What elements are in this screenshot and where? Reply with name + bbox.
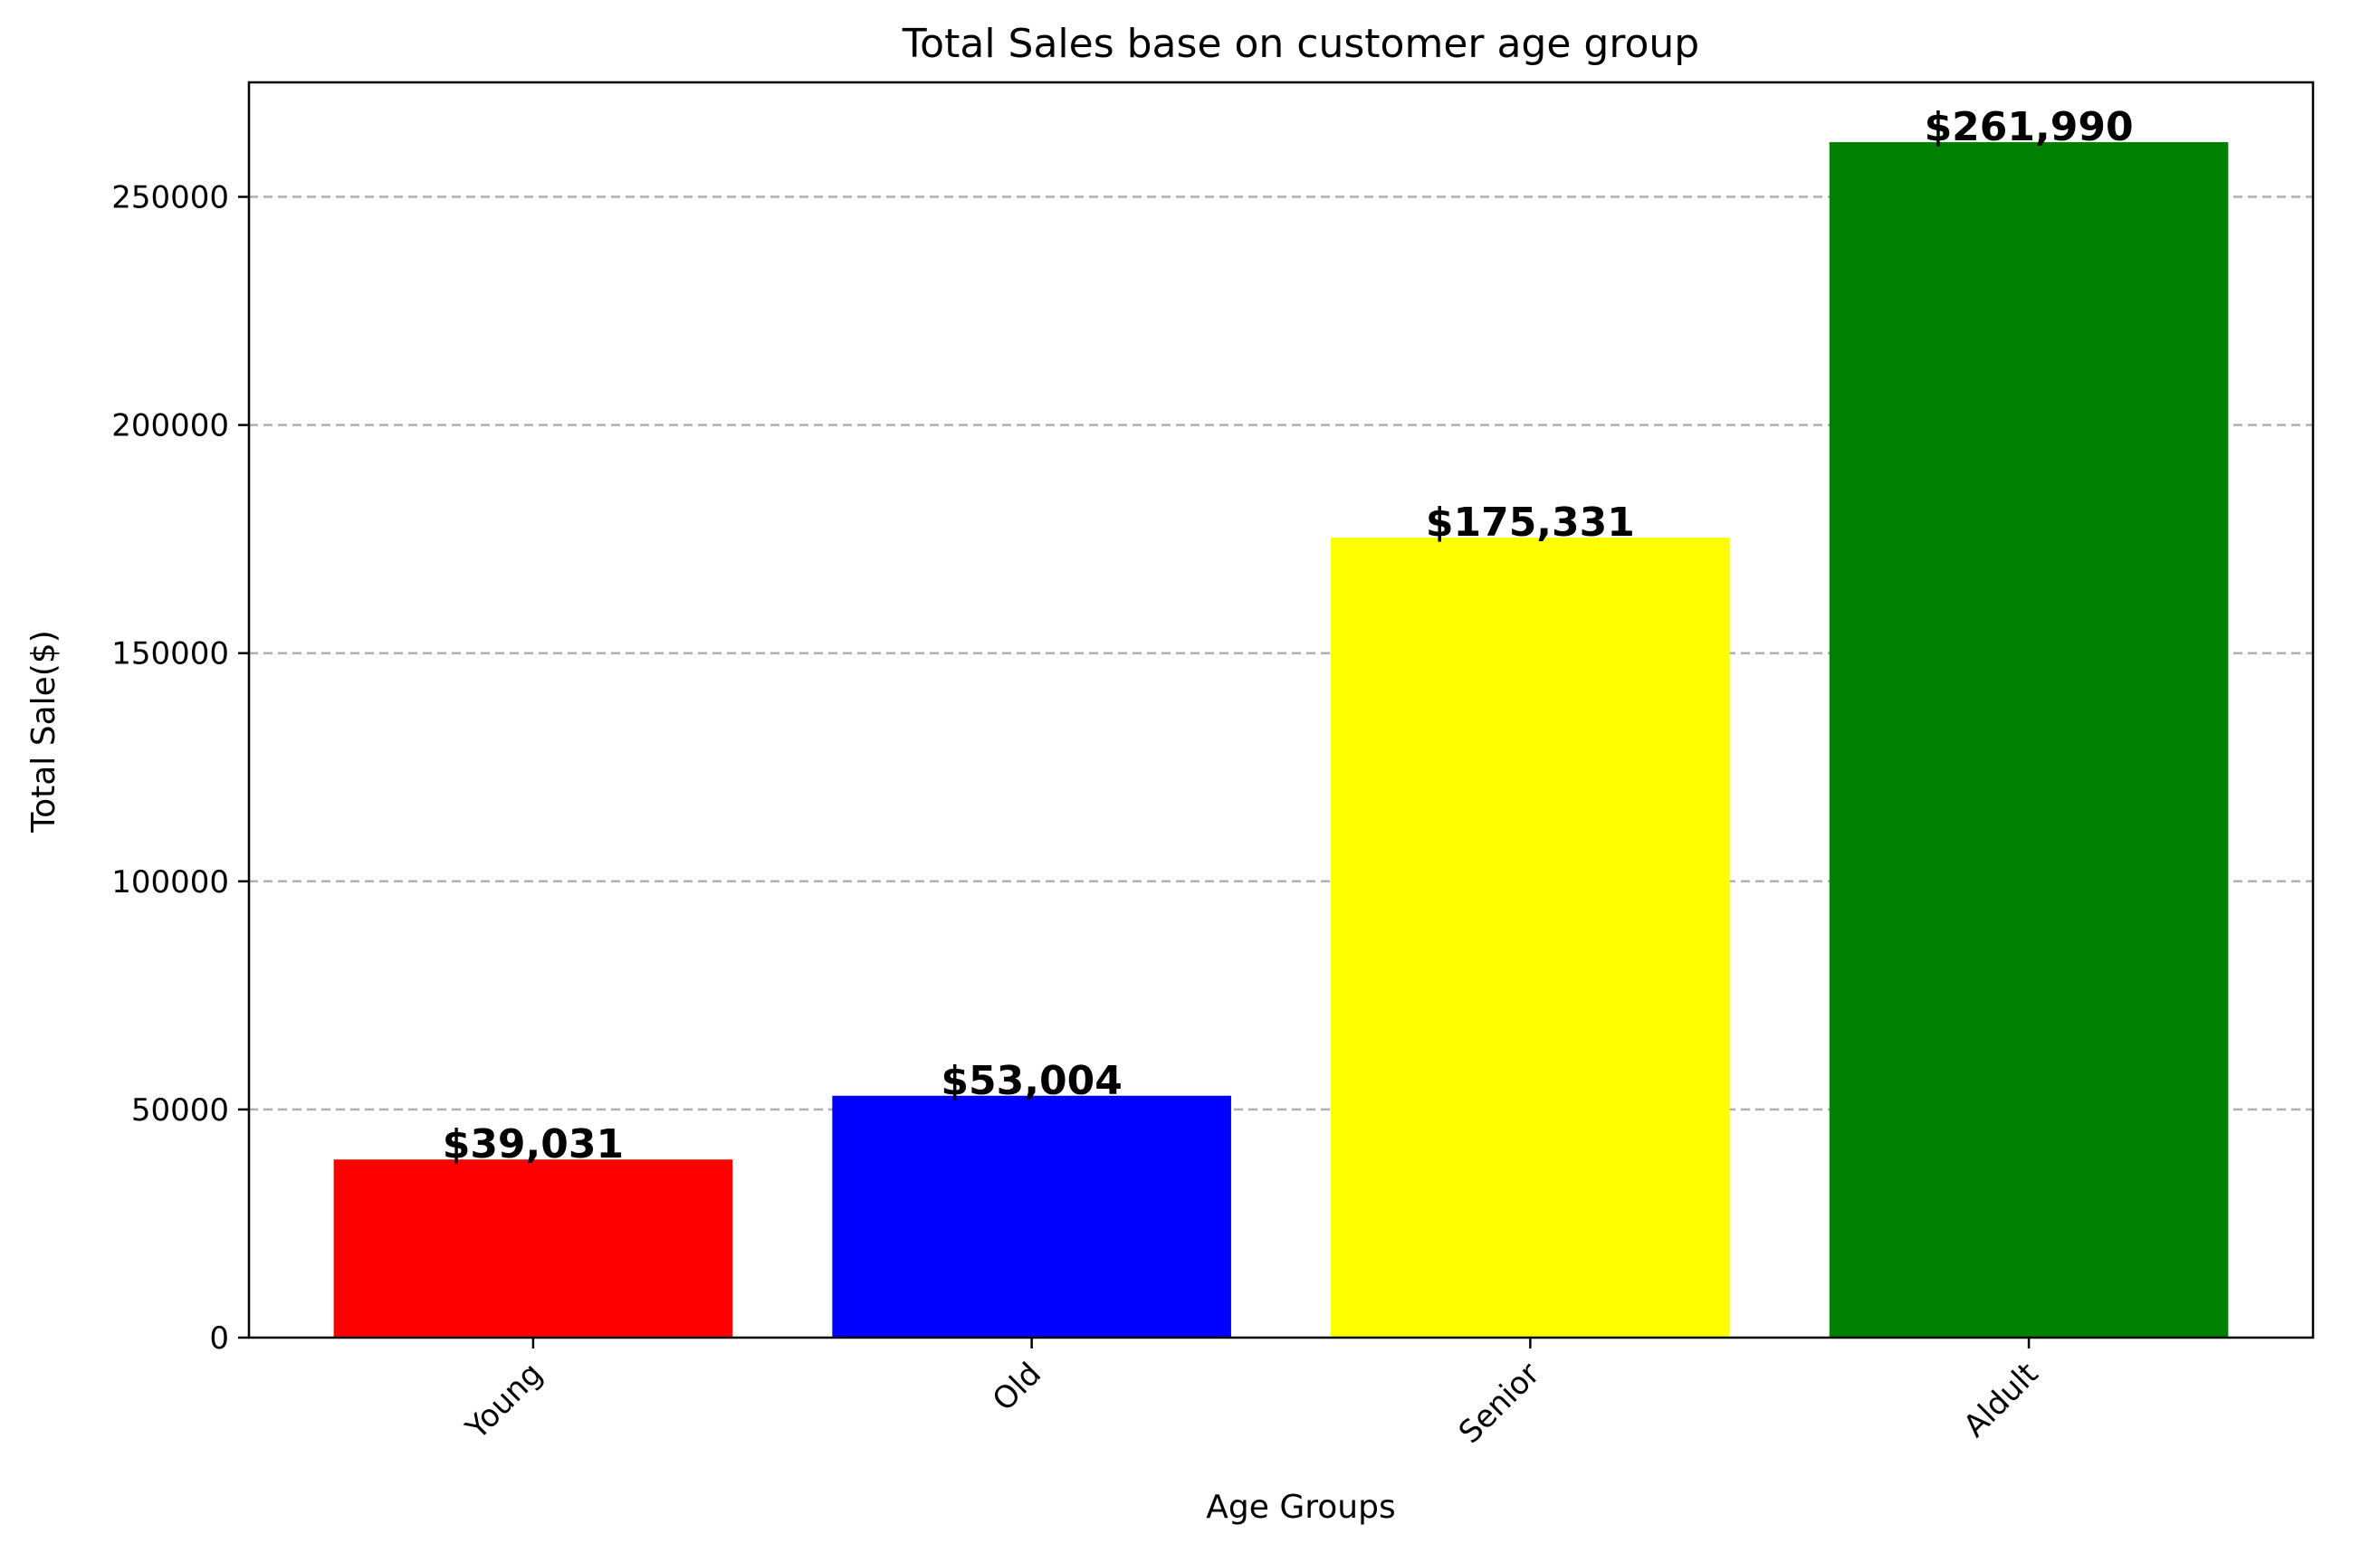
data-label-senior: $175,331 (1426, 500, 1635, 546)
axes-frame (247, 81, 2315, 1339)
y-axis-ticks: 0 50000 100000 150000 200000 250000 (111, 180, 249, 1357)
y-tick-label: 200000 (111, 408, 229, 444)
y-tick-label: 100000 (111, 864, 229, 900)
x-tick-label-old: Old (986, 1356, 1048, 1418)
bar-old (832, 1095, 1231, 1338)
data-label-aldult: $261,990 (1925, 104, 2134, 150)
y-tick-label: 50000 (131, 1092, 229, 1129)
data-labels: $39,031 $53,004 $175,331 $261,990 (443, 104, 2134, 1167)
y-tick-label: 250000 (111, 180, 229, 216)
grid-lines (249, 195, 2313, 1111)
x-axis-label: Age Groups (1206, 1489, 1395, 1526)
y-axis-label: Total Sale($) (25, 630, 62, 834)
bar-aldult (1829, 142, 2229, 1339)
x-tick-label-young: Young (458, 1356, 550, 1447)
bar-young (333, 1159, 733, 1338)
x-axis-ticks: Young Old Senior Aldult (458, 1338, 2045, 1451)
y-tick-label: 150000 (111, 636, 229, 672)
x-tick-label-aldult: Aldult (1956, 1356, 2045, 1444)
bars (333, 142, 2229, 1339)
chart-title: Total Sales base on customer age group (902, 21, 1699, 67)
data-label-young: $39,031 (443, 1121, 624, 1167)
x-tick-label-senior: Senior (1452, 1356, 1547, 1451)
data-label-old: $53,004 (941, 1058, 1122, 1104)
y-tick-label: 0 (209, 1320, 229, 1357)
bar-senior (1331, 537, 1730, 1338)
